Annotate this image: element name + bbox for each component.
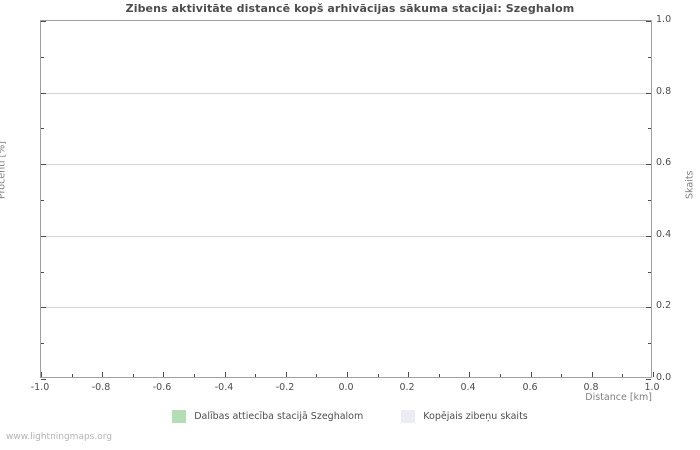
y-axis-label-left: Procenti [%] [0, 141, 8, 199]
legend-label-total-strokes: Kopējais zibeņu skaits [423, 411, 528, 422]
x-tick [653, 372, 654, 377]
y-tick-right [646, 236, 651, 237]
x-tick-label: -0.2 [275, 382, 295, 393]
y-tick-right [646, 379, 651, 380]
x-tick-minor [439, 374, 440, 377]
y-tick-right [646, 164, 651, 165]
x-tick-label: 0.0 [338, 382, 354, 393]
x-tick-label: -0.4 [214, 382, 234, 393]
x-tick [592, 372, 593, 377]
x-tick-minor [316, 374, 317, 377]
legend-item-total-strokes[interactable]: Kopējais zibeņu skaits [401, 410, 528, 423]
legend-swatch-participation-ratio [172, 410, 187, 423]
x-tick [102, 372, 103, 377]
y-tick-left [41, 164, 46, 165]
y-tick-left [41, 93, 46, 94]
x-tick-label: -1.0 [30, 382, 50, 393]
x-tick-minor [194, 374, 195, 377]
x-tick-minor [561, 374, 562, 377]
gridline-horizontal [41, 93, 651, 94]
y-tick-left-minor [41, 343, 44, 344]
x-tick [41, 372, 42, 377]
legend-swatch-total-strokes [401, 410, 416, 423]
x-tick-label: -0.6 [152, 382, 172, 393]
x-tick-label: -0.8 [91, 382, 111, 393]
x-tick-label: 0.8 [583, 382, 599, 393]
y-tick-left [41, 379, 46, 380]
x-tick-label: 0.2 [399, 382, 415, 393]
x-tick-minor [378, 374, 379, 377]
y-tick-left [41, 236, 46, 237]
source-watermark: www.lightningmaps.org [6, 432, 112, 442]
y-tick-right-minor [648, 128, 651, 129]
y-tick-label-right: 0.8 [656, 86, 672, 97]
chart-legend: Dalības attiecība stacijā Szeghalom Kopē… [0, 410, 700, 423]
y-tick-left-minor [41, 200, 44, 201]
y-tick-label-right: 0.4 [656, 229, 672, 240]
x-tick-label: 0.4 [460, 382, 476, 393]
gridline-horizontal [41, 236, 651, 237]
y-tick-right-minor [648, 272, 651, 273]
y-tick-label-right: 0.6 [656, 157, 672, 168]
x-tick-label: 0.6 [522, 382, 538, 393]
x-tick-minor [133, 374, 134, 377]
x-axis-label: Distance [km] [585, 392, 652, 403]
x-tick-minor [500, 374, 501, 377]
y-tick-left [41, 21, 46, 22]
x-tick [225, 372, 226, 377]
gridline-horizontal [41, 164, 651, 165]
x-tick [163, 372, 164, 377]
x-tick [469, 372, 470, 377]
x-tick-minor [255, 374, 256, 377]
x-tick-minor [622, 374, 623, 377]
gridline-horizontal [41, 307, 651, 308]
y-tick-right [646, 307, 651, 308]
y-tick-right-minor [648, 200, 651, 201]
y-tick-label-right: 0.2 [656, 300, 672, 311]
y-tick-left [41, 307, 46, 308]
y-tick-right-minor [648, 57, 651, 58]
legend-item-participation-ratio[interactable]: Dalības attiecība stacijā Szeghalom [172, 410, 363, 423]
chart-title: Zibens aktivitāte distancē kopš arhivāci… [125, 2, 575, 15]
x-tick [347, 372, 348, 377]
plot-area [40, 20, 654, 380]
x-tick [408, 372, 409, 377]
y-tick-left-minor [41, 272, 44, 273]
x-tick [531, 372, 532, 377]
x-tick [286, 372, 287, 377]
y-tick-label-right: 0.0 [656, 372, 672, 383]
x-tick-minor [72, 374, 73, 377]
y-tick-label-right: 1.0 [656, 14, 672, 25]
y-tick-right-minor [648, 343, 651, 344]
y-tick-left-minor [41, 57, 44, 58]
y-tick-right [646, 21, 651, 22]
y-tick-right [646, 93, 651, 94]
y-axis-label-right: Skaits [684, 170, 696, 200]
legend-label-participation-ratio: Dalības attiecība stacijā Szeghalom [194, 411, 364, 422]
x-tick-label: 1.0 [644, 382, 660, 393]
y-tick-left-minor [41, 128, 44, 129]
